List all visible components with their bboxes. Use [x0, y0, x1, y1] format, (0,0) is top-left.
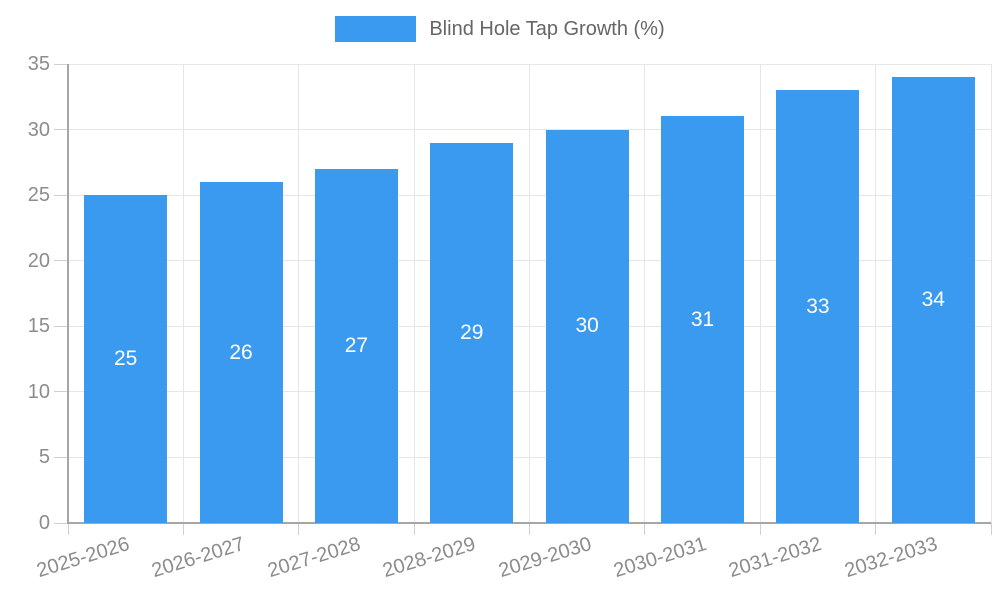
x-tick-label: 2027-2028 [264, 533, 363, 583]
x-axis-tick-mark [759, 523, 761, 535]
legend: Blind Hole Tap Growth (%) [0, 16, 1000, 42]
gridline-vertical [413, 64, 415, 523]
y-axis-tick-mark [54, 325, 68, 327]
gridline-vertical [644, 64, 646, 523]
bar-value-label: 31 [690, 307, 715, 331]
y-axis-line [67, 64, 69, 524]
bar[interactable]: 25 [84, 195, 168, 523]
gridline-vertical [759, 64, 761, 523]
bar[interactable]: 26 [199, 182, 283, 523]
bar[interactable]: 29 [430, 142, 514, 523]
y-axis-tick-mark [54, 194, 68, 196]
bar-value-label: 34 [921, 288, 945, 312]
legend-swatch [335, 16, 417, 42]
y-tick-label: 20 [27, 249, 50, 272]
gridline-vertical [182, 64, 184, 523]
x-tick-label: 2028-2029 [380, 533, 479, 583]
bar[interactable]: 33 [776, 90, 860, 523]
y-tick-label: 15 [27, 315, 50, 338]
y-tick-label: 25 [27, 184, 50, 207]
bar[interactable]: 27 [314, 168, 398, 523]
x-tick-label: 2030-2031 [611, 533, 709, 583]
y-tick-label: 35 [27, 53, 50, 75]
gridline-vertical [990, 64, 992, 523]
bar-value-label: 29 [460, 320, 484, 344]
x-tick-label: 2031-2032 [726, 533, 825, 583]
x-tick-label: 2032-2033 [841, 533, 940, 583]
x-tick-label: 2029-2030 [495, 533, 594, 583]
bar-value-label: 26 [229, 340, 253, 364]
bar[interactable]: 34 [891, 77, 975, 523]
x-axis-tick-mark [875, 523, 877, 535]
x-axis-tick-mark [644, 523, 646, 535]
legend-item[interactable]: Blind Hole Tap Growth (%) [335, 16, 665, 42]
x-axis-line [68, 522, 991, 524]
x-axis-tick-mark [413, 523, 415, 535]
x-axis-tick-mark [182, 523, 184, 535]
bar-value-label: 27 [344, 333, 369, 357]
x-axis-tick-mark [529, 523, 530, 535]
bar-value-label: 33 [806, 294, 830, 318]
y-tick-label: 0 [38, 512, 50, 534]
x-axis-tick-mark [298, 523, 300, 535]
y-tick-label: 10 [27, 380, 50, 403]
y-tick-label: 5 [38, 446, 50, 469]
gridline-vertical [298, 64, 300, 523]
y-axis-tick-mark [54, 129, 68, 131]
y-axis-tick-mark [54, 456, 68, 458]
bar[interactable]: 30 [545, 129, 629, 523]
x-axis-tick-mark [67, 523, 69, 535]
gridline-vertical [875, 64, 877, 523]
y-tick-label: 30 [27, 118, 50, 141]
y-axis-tick-mark [54, 522, 68, 524]
x-axis-tick-mark [990, 523, 992, 535]
bar-value-label: 25 [114, 347, 138, 371]
x-tick-label: 2025-2026 [34, 533, 133, 583]
x-tick-label: 2026-2027 [149, 533, 248, 583]
bar[interactable]: 31 [661, 116, 745, 523]
y-axis-tick-mark [54, 63, 68, 65]
bar-value-label: 30 [575, 314, 599, 338]
y-axis-tick-mark [54, 391, 68, 393]
y-axis-tick-mark [54, 260, 68, 262]
gridline-vertical [529, 64, 530, 523]
legend-label: Blind Hole Tap Growth (%) [429, 18, 665, 40]
